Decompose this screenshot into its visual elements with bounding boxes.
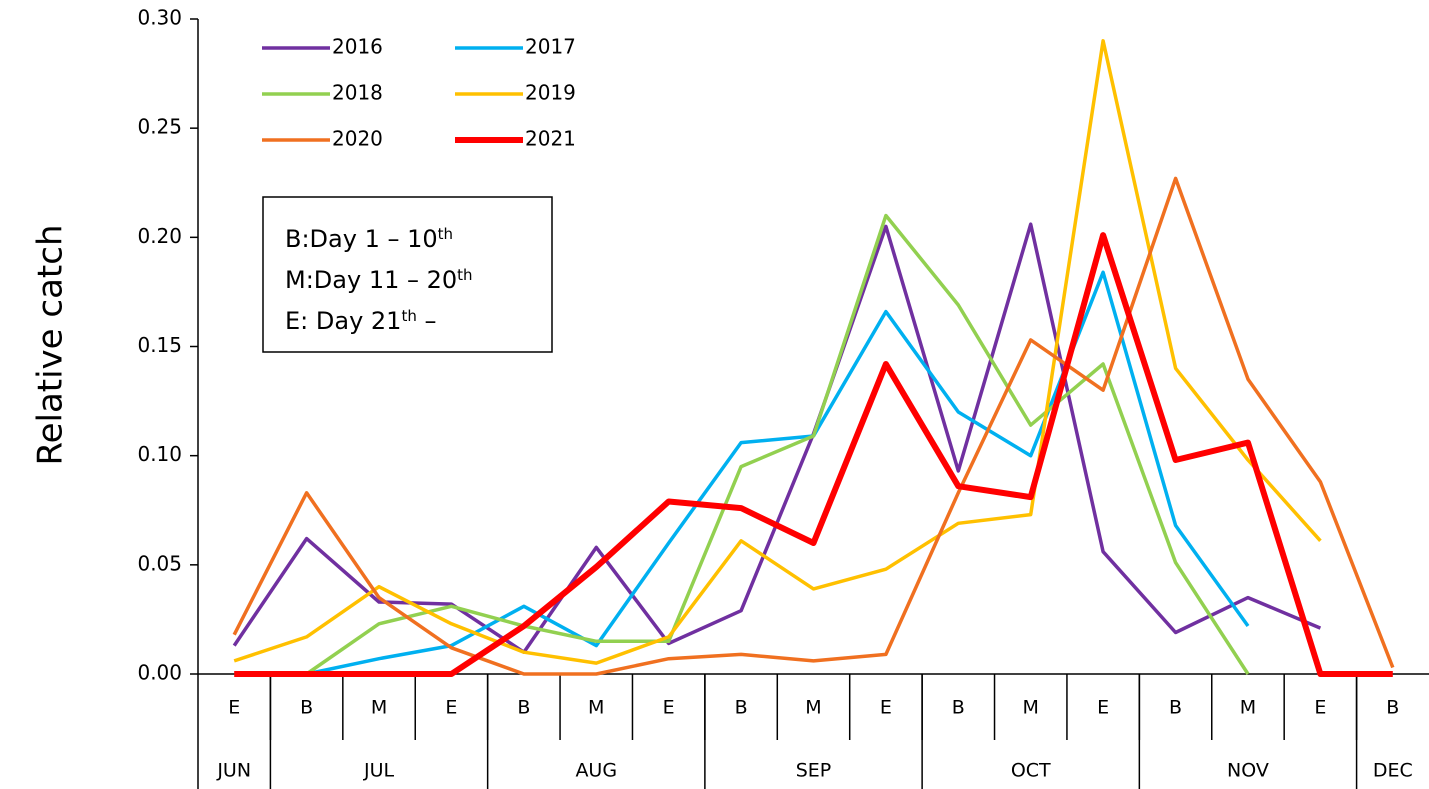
x-tick-label: E (1314, 697, 1326, 719)
month-label: NOV (1227, 760, 1269, 782)
legend-label: 2021 (525, 127, 576, 151)
month-label: AUG (575, 760, 617, 782)
x-tick-label: M (1023, 697, 1039, 719)
x-tick-label: B (735, 697, 748, 719)
x-tick-label: B (952, 697, 965, 719)
x-tick-label: M (1240, 697, 1256, 719)
annotation-text: B:Day 1 – 10 (285, 225, 438, 253)
annotation-text: th (401, 307, 416, 325)
annotation-text: – (417, 307, 437, 335)
y-tick-label: 0.20 (137, 224, 182, 248)
series-line (234, 232, 1393, 677)
annotation-text: th (438, 225, 453, 243)
x-tick-label: M (371, 697, 387, 719)
series-line (233, 39, 1322, 665)
x-tick-label: B (517, 697, 530, 719)
y-axis-label: Relative catch (31, 224, 71, 465)
annotation-text: E: Day 21 (285, 307, 401, 335)
y-tick-label: 0.15 (137, 333, 182, 357)
x-tick-label: B (1386, 697, 1399, 719)
month-label: JUN (216, 760, 251, 782)
y-tick-label: 0.05 (137, 551, 182, 575)
x-tick-label: E (663, 697, 675, 719)
month-label: OCT (1011, 760, 1051, 782)
y-tick-label: 0.10 (137, 442, 182, 466)
x-tick-label: E (880, 697, 892, 719)
y-tick-label: 0.00 (137, 661, 182, 685)
annotation-line: E: Day 21th – (285, 307, 436, 336)
x-tick-label: M (588, 697, 604, 719)
annotation-text: M:Day 11 – 20 (285, 266, 457, 294)
annotation-line: M:Day 11 – 20th (285, 266, 473, 295)
legend-label: 2018 (332, 81, 383, 105)
annotation-line: B:Day 1 – 10th (285, 225, 453, 254)
legend-label: 2019 (525, 81, 576, 105)
x-tick-label: E (228, 697, 240, 719)
x-tick-label: B (1169, 697, 1182, 719)
month-label: SEP (796, 760, 832, 782)
y-tick-label: 0.30 (137, 6, 182, 30)
legend-label: 2020 (332, 127, 383, 151)
series-line (232, 176, 1395, 676)
month-label: DEC (1373, 760, 1413, 782)
annotation-box (262, 196, 553, 353)
series-line (305, 213, 1250, 676)
x-tick-label: E (1097, 697, 1109, 719)
annotation-text: th (457, 266, 472, 284)
series-line (306, 270, 1250, 676)
x-tick-label: E (445, 697, 457, 719)
y-tick-label: 0.25 (137, 115, 182, 139)
x-tick-label: B (300, 697, 313, 719)
legend-label: 2016 (332, 35, 383, 59)
month-label: JUL (363, 760, 395, 782)
x-tick-label: M (805, 697, 821, 719)
legend-label: 2017 (525, 35, 576, 59)
